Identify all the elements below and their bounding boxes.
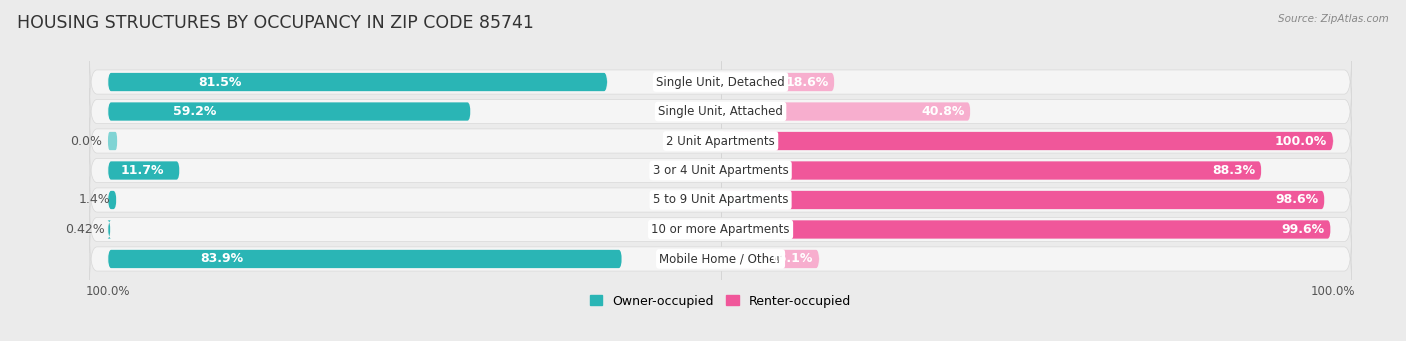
Text: HOUSING STRUCTURES BY OCCUPANCY IN ZIP CODE 85741: HOUSING STRUCTURES BY OCCUPANCY IN ZIP C… <box>17 14 534 32</box>
Text: 5 to 9 Unit Apartments: 5 to 9 Unit Apartments <box>652 193 789 207</box>
FancyBboxPatch shape <box>90 88 1351 135</box>
Text: Source: ZipAtlas.com: Source: ZipAtlas.com <box>1278 14 1389 24</box>
FancyBboxPatch shape <box>90 206 1351 253</box>
FancyBboxPatch shape <box>90 59 1351 105</box>
Text: 0.42%: 0.42% <box>65 223 104 236</box>
FancyBboxPatch shape <box>107 220 111 239</box>
FancyBboxPatch shape <box>721 132 1333 150</box>
Text: 81.5%: 81.5% <box>198 75 242 89</box>
Text: 88.3%: 88.3% <box>1212 164 1256 177</box>
FancyBboxPatch shape <box>108 73 607 91</box>
FancyBboxPatch shape <box>90 236 1351 282</box>
Text: 0.0%: 0.0% <box>70 134 101 148</box>
FancyBboxPatch shape <box>108 132 117 150</box>
Text: 3 or 4 Unit Apartments: 3 or 4 Unit Apartments <box>652 164 789 177</box>
FancyBboxPatch shape <box>90 177 1351 223</box>
Text: 59.2%: 59.2% <box>173 105 217 118</box>
Text: 11.7%: 11.7% <box>121 164 165 177</box>
Text: 1.4%: 1.4% <box>79 193 111 207</box>
FancyBboxPatch shape <box>108 191 117 209</box>
Legend: Owner-occupied, Renter-occupied: Owner-occupied, Renter-occupied <box>585 290 856 313</box>
Text: 18.6%: 18.6% <box>785 75 828 89</box>
Text: 99.6%: 99.6% <box>1281 223 1324 236</box>
Text: 2 Unit Apartments: 2 Unit Apartments <box>666 134 775 148</box>
Text: Single Unit, Attached: Single Unit, Attached <box>658 105 783 118</box>
FancyBboxPatch shape <box>721 102 970 121</box>
Text: Single Unit, Detached: Single Unit, Detached <box>657 75 785 89</box>
FancyBboxPatch shape <box>721 250 820 268</box>
Text: 98.6%: 98.6% <box>1275 193 1319 207</box>
Text: 10 or more Apartments: 10 or more Apartments <box>651 223 790 236</box>
Text: 16.1%: 16.1% <box>769 252 813 266</box>
FancyBboxPatch shape <box>108 250 621 268</box>
FancyBboxPatch shape <box>108 161 180 180</box>
FancyBboxPatch shape <box>108 102 471 121</box>
FancyBboxPatch shape <box>721 191 1324 209</box>
FancyBboxPatch shape <box>90 147 1351 194</box>
Text: 100.0%: 100.0% <box>1275 134 1327 148</box>
FancyBboxPatch shape <box>721 73 835 91</box>
FancyBboxPatch shape <box>721 161 1261 180</box>
Text: 83.9%: 83.9% <box>201 252 243 266</box>
Text: 40.8%: 40.8% <box>921 105 965 118</box>
Text: Mobile Home / Other: Mobile Home / Other <box>659 252 782 266</box>
FancyBboxPatch shape <box>721 220 1330 239</box>
FancyBboxPatch shape <box>90 118 1351 164</box>
